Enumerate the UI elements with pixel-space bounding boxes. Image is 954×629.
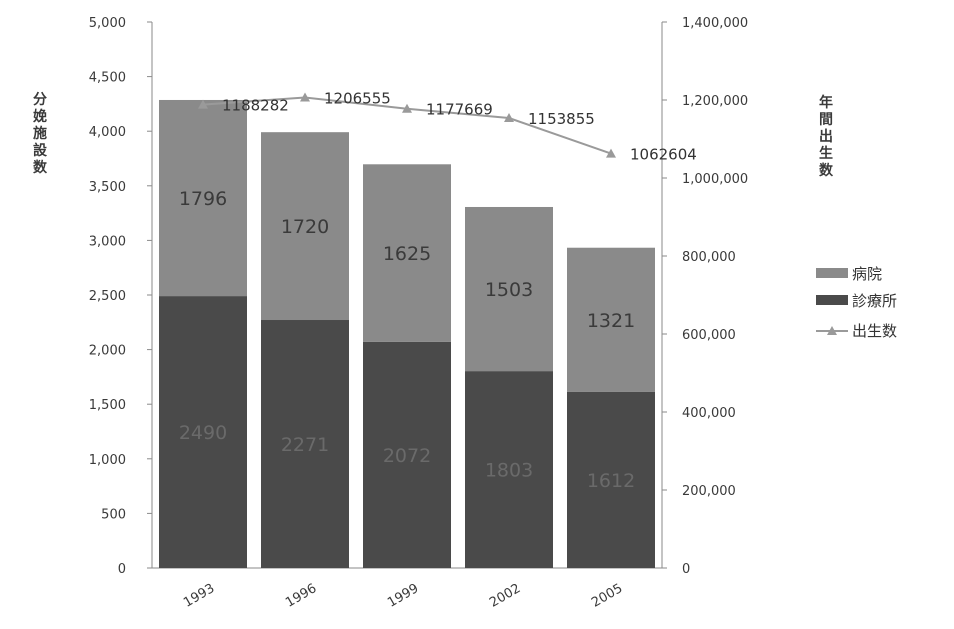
y-left-tick-label: 1,000 (89, 453, 126, 468)
births-data-label: 1177669 (426, 101, 493, 119)
bar-clinic (567, 391, 655, 568)
legend-label-hospital: 病院 (852, 265, 882, 283)
y-right-tick-label: 600,000 (682, 328, 736, 343)
bar-label-clinic: 2490 (179, 422, 227, 444)
births-data-label: 1062604 (630, 146, 697, 164)
y-right-tick-label: 1,200,000 (682, 94, 748, 109)
y-left-axis-title: 分娩施設数 (33, 92, 48, 176)
bar-hospital (465, 206, 553, 372)
births-marker (402, 103, 412, 113)
legend-label-births: 出生数 (852, 322, 897, 340)
bar-label-clinic: 1803 (485, 460, 533, 482)
y-right-tick-label: 200,000 (682, 484, 736, 499)
legend-label-clinic: 診療所 (852, 292, 897, 310)
bar-label-hospital: 1503 (485, 279, 533, 301)
births-marker (606, 148, 616, 158)
bar-label-clinic: 1612 (587, 470, 635, 492)
births-data-label: 1188282 (222, 97, 289, 115)
y-right-tick-label: 0 (682, 562, 690, 577)
births-marker (300, 92, 310, 102)
legend-swatch-hospital (816, 268, 848, 278)
y-left-tick-label: 4,500 (89, 71, 126, 86)
y-right-axis-title: 年間出生数 (819, 94, 834, 179)
births-data-label: 1206555 (324, 89, 391, 107)
y-left-tick-label: 4,000 (89, 125, 126, 140)
y-left-tick-label: 3,000 (89, 234, 126, 249)
legend-swatch-clinic (816, 295, 848, 305)
births-data-label: 1153855 (528, 110, 595, 128)
bar-label-hospital: 1796 (179, 188, 227, 210)
bar-hospital (567, 247, 655, 392)
legend: 病院 診療所 出生数 (816, 265, 897, 340)
y-left-tick-label: 1,500 (89, 398, 126, 413)
y-left-tick-label: 3,500 (89, 180, 126, 195)
bar-label-hospital: 1321 (587, 310, 635, 332)
bar-hospital (261, 132, 349, 321)
y-left-tick-label: 2,000 (89, 344, 126, 359)
y-right-tick-label: 800,000 (682, 250, 736, 265)
bar-hospital (363, 164, 451, 342)
bar-label-clinic: 2271 (281, 434, 329, 456)
y-right-tick-label: 1,000,000 (682, 172, 748, 187)
legend-marker-births (827, 326, 837, 335)
bar-label-clinic: 2072 (383, 445, 431, 467)
bar-hospital (159, 99, 247, 297)
y-right-tick-label: 400,000 (682, 406, 736, 421)
bar-clinic (261, 320, 349, 568)
y-left-tick-label: 5,000 (89, 16, 126, 31)
bar-clinic (465, 371, 553, 568)
bar-label-hospital: 1720 (281, 216, 329, 238)
y-left-tick-label: 0 (118, 562, 126, 577)
y-left-tick-label: 500 (101, 507, 126, 522)
y-right-tick-label: 1,400,000 (682, 16, 748, 31)
bar-clinic (159, 296, 247, 568)
bar-clinic (363, 341, 451, 568)
y-left-tick-label: 2,500 (89, 289, 126, 304)
births-marker (504, 112, 514, 122)
bar-label-hospital: 1625 (383, 243, 431, 265)
births-marker (198, 99, 208, 109)
